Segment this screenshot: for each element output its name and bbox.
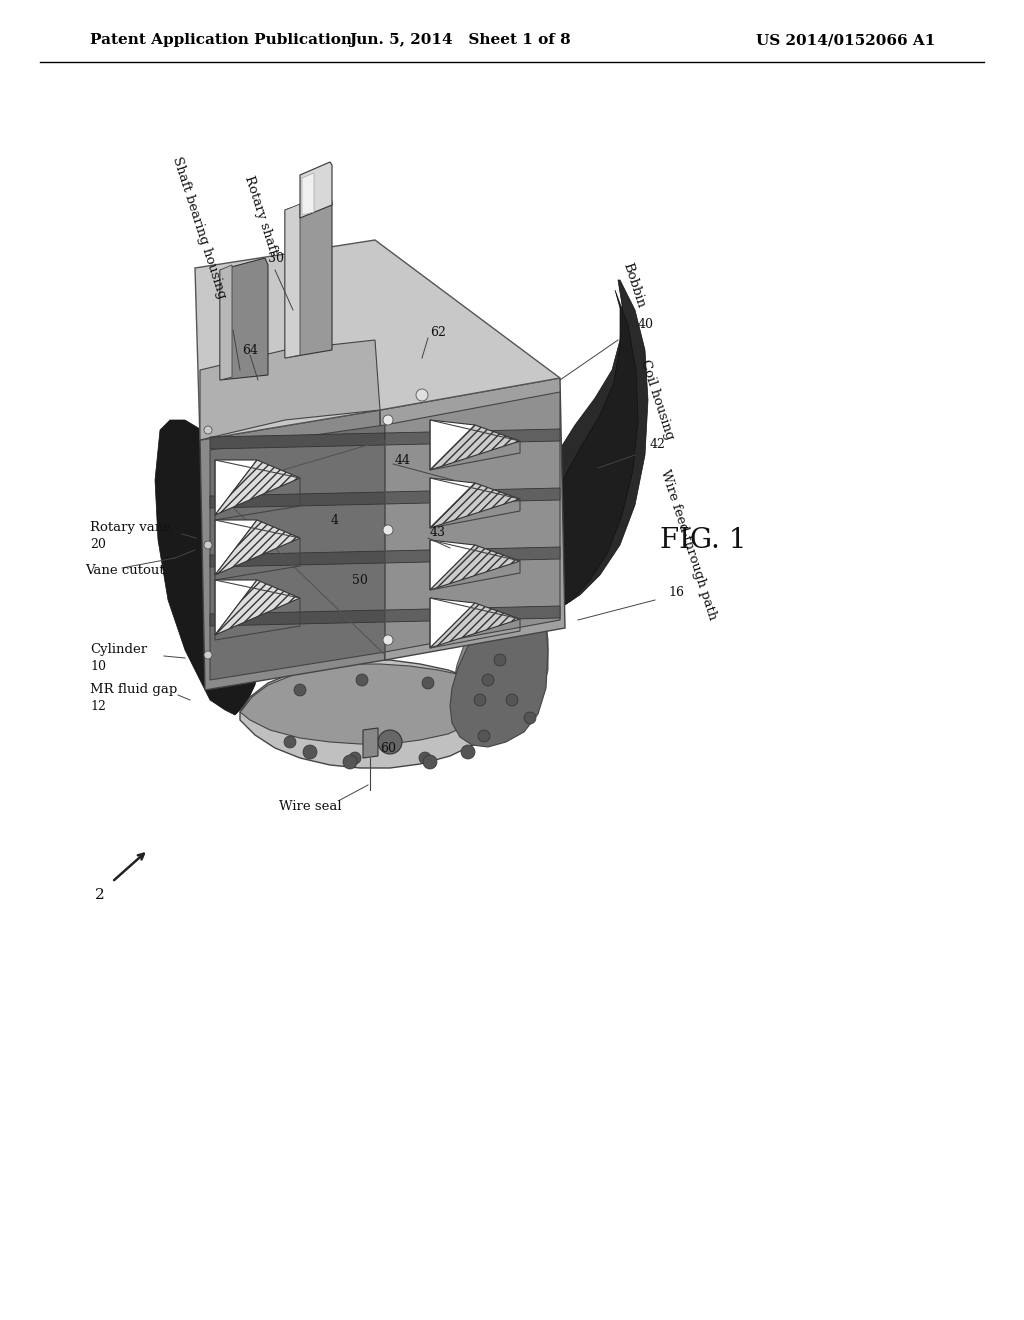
Polygon shape [210,433,385,449]
Polygon shape [430,420,475,470]
Text: 12: 12 [90,701,105,714]
Text: Cylinder: Cylinder [90,644,147,656]
Polygon shape [430,603,520,648]
Text: US 2014/0152066 A1: US 2014/0152066 A1 [756,33,935,48]
Polygon shape [200,341,380,440]
Circle shape [204,541,212,549]
Circle shape [383,635,393,645]
Polygon shape [430,478,475,528]
Polygon shape [430,483,520,528]
Text: Vane cutout: Vane cutout [85,564,165,577]
Polygon shape [385,429,560,445]
Text: 44: 44 [395,454,411,466]
Polygon shape [430,540,475,590]
Text: FIG. 1: FIG. 1 [660,527,746,553]
Text: 42: 42 [650,438,666,451]
Polygon shape [302,173,314,215]
Polygon shape [215,579,257,635]
Circle shape [204,651,212,659]
Polygon shape [210,550,385,568]
Text: 64: 64 [242,343,258,356]
Polygon shape [220,265,232,380]
Polygon shape [385,392,560,652]
Polygon shape [452,595,548,741]
Polygon shape [215,459,300,515]
Text: Jun. 5, 2014   Sheet 1 of 8: Jun. 5, 2014 Sheet 1 of 8 [349,33,570,48]
Circle shape [423,755,437,770]
Circle shape [461,744,475,759]
Text: 60: 60 [380,742,396,755]
Circle shape [356,675,368,686]
Circle shape [294,684,306,696]
Polygon shape [215,520,257,576]
Circle shape [474,694,486,706]
Circle shape [383,414,393,425]
Circle shape [349,752,361,764]
Text: Wire feed-through path: Wire feed-through path [658,469,719,622]
Circle shape [378,730,402,754]
Polygon shape [530,290,638,616]
Text: Shaft bearing housing: Shaft bearing housing [170,156,228,301]
Polygon shape [210,425,385,680]
Text: 20: 20 [90,539,105,552]
Circle shape [494,653,506,667]
Circle shape [303,744,317,759]
Text: 30: 30 [268,252,284,264]
Circle shape [416,389,428,401]
Polygon shape [385,488,560,504]
Polygon shape [285,205,300,358]
Circle shape [343,755,357,770]
Circle shape [383,525,393,535]
Text: MR fluid gap: MR fluid gap [90,684,177,697]
Text: 62: 62 [430,326,445,338]
Circle shape [506,694,518,706]
Polygon shape [220,257,268,380]
Polygon shape [362,729,378,758]
Text: 16: 16 [668,586,684,598]
Polygon shape [210,610,385,626]
Polygon shape [215,459,257,515]
Polygon shape [385,606,560,622]
Polygon shape [195,240,560,440]
Polygon shape [430,545,520,590]
Text: 43: 43 [430,525,446,539]
Text: Wire seal: Wire seal [279,800,341,813]
Polygon shape [380,378,565,660]
Polygon shape [385,546,560,564]
Text: 2: 2 [95,888,104,902]
Polygon shape [430,598,475,648]
Text: Rotary shaft: Rotary shaft [242,174,280,256]
Circle shape [482,675,494,686]
Circle shape [478,730,490,742]
Polygon shape [450,597,548,747]
Polygon shape [155,420,267,715]
Polygon shape [240,660,500,768]
Circle shape [284,737,296,748]
Polygon shape [210,492,385,508]
Polygon shape [285,195,332,358]
Polygon shape [240,664,492,744]
Text: Coil housing: Coil housing [638,358,676,442]
Text: 10: 10 [90,660,106,673]
Text: Bobbin: Bobbin [620,260,647,309]
Polygon shape [200,411,385,690]
Text: 4: 4 [331,513,339,527]
Polygon shape [215,520,300,576]
Circle shape [524,711,536,723]
Text: Rotary vane: Rotary vane [90,521,171,535]
Polygon shape [525,280,648,614]
Text: 50: 50 [352,573,368,586]
Polygon shape [215,579,300,635]
Circle shape [419,752,431,764]
Text: 40: 40 [638,318,654,331]
Circle shape [422,677,434,689]
Polygon shape [430,425,520,470]
Polygon shape [300,162,332,218]
Text: Patent Application Publication: Patent Application Publication [90,33,352,48]
Circle shape [204,426,212,434]
